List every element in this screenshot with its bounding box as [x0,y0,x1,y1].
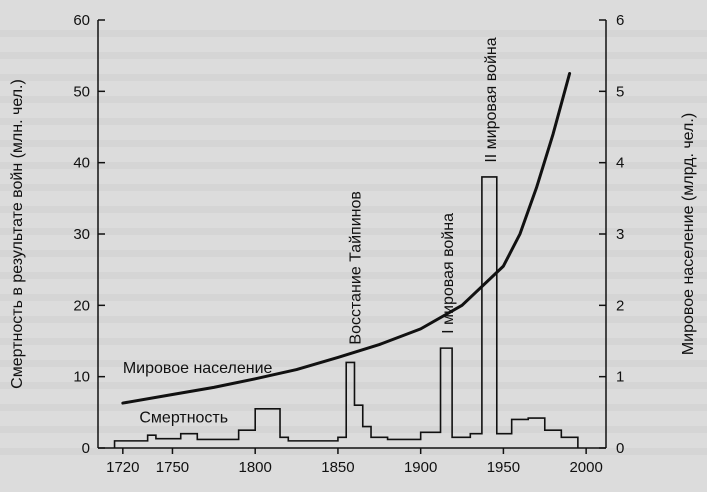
series-deaths-step [113,176,579,448]
right-y-tick-label: 2 [616,297,624,314]
background-text-line [0,250,707,257]
background-text-line [0,162,707,169]
background-text-line [0,228,707,235]
background-text-line [0,404,707,411]
x-tick-label: 2000 [569,459,602,476]
x-tick-label: 1900 [404,459,437,476]
background-text-line [0,118,707,125]
left-y-tick-label: 0 [82,440,90,457]
annotation-ww1: I мировая война [440,213,457,334]
right-y-tick-label: 5 [616,83,624,100]
series-population-line [121,72,572,405]
background-text-line [0,52,707,59]
background-text-line [0,316,707,323]
left-y-tick-label: 40 [73,155,90,172]
series-marks [113,72,579,448]
annotation-taiping: Восстание Тайпинов [347,191,364,344]
background-text-line [0,360,707,367]
x-tick-label: 1720 [106,459,139,476]
left-axis-title: Смертность в результате войн (млн. чел.) [9,79,26,389]
right-y-tick-label: 0 [616,440,624,457]
background-text-line [0,184,707,191]
x-tick-label: 1850 [321,459,354,476]
left-y-tick-label: 20 [73,297,90,314]
annotation-ww2: II мировая война [483,37,500,162]
left-y-tick-label: 10 [73,369,90,386]
background-text-line [0,272,707,279]
x-tick-label: 1800 [239,459,272,476]
right-axis-title: Мировое население (млрд. чел.) [680,113,697,355]
background-text-line [0,382,707,389]
background-text-line [0,338,707,345]
chart-labels: Смертность в результате войн (млн. чел.)… [9,37,697,426]
right-y-tick-label: 4 [616,155,624,172]
series-label-deaths: Смертность [139,409,228,426]
left-y-tick-label: 50 [73,83,90,100]
left-y-tick-label: 30 [73,226,90,243]
right-y-tick-label: 6 [616,12,624,29]
background-text-line [0,30,707,37]
background-text-line [0,96,707,103]
background-text-line [0,426,707,433]
background-scan-text [0,30,707,455]
x-tick-label: 1950 [487,459,520,476]
left-y-tick-label: 60 [73,12,90,29]
x-tick-label: 1750 [156,459,189,476]
background-text-line [0,140,707,147]
right-y-tick-label: 3 [616,226,624,243]
series-label-population: Мировое население [123,360,273,377]
background-text-line [0,448,707,455]
background-text-line [0,206,707,213]
right-y-tick-label: 1 [616,369,624,386]
background-text-line [0,294,707,301]
ticks: 0 10 20 30 40 50 60 0 1 2 3 4 5 6 1720 1750 1800 1850 1900… [73,12,624,476]
background-text-line [0,74,707,81]
